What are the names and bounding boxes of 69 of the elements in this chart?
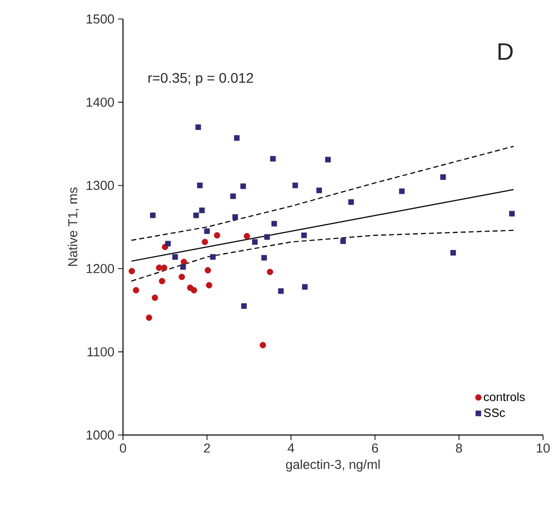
y-tick-label: 1200 <box>86 264 114 274</box>
point <box>264 234 270 240</box>
point <box>195 124 201 130</box>
point <box>204 228 210 234</box>
point <box>301 232 307 238</box>
line-series <box>130 146 514 241</box>
point <box>190 287 198 294</box>
point <box>202 238 208 246</box>
x-tick-label: 4 <box>288 444 294 452</box>
point <box>240 183 246 190</box>
point <box>180 258 188 266</box>
point <box>270 156 276 162</box>
point <box>278 288 284 294</box>
point <box>146 314 152 321</box>
point <box>178 274 185 280</box>
legend-label: SSc <box>484 408 505 417</box>
y-tick-label: 1100 <box>88 347 114 356</box>
point <box>241 303 247 309</box>
y-tick-label: 1400 <box>86 98 114 107</box>
point <box>132 287 140 294</box>
point <box>440 174 446 180</box>
point <box>180 264 186 270</box>
point <box>450 250 456 256</box>
y-tick-label: 1500 <box>86 14 114 24</box>
annotation: r=0.35; p = 0.012 <box>148 72 254 86</box>
point <box>172 254 178 260</box>
legend-label: controls <box>484 392 525 402</box>
y-tick-label: 1300 <box>86 180 114 190</box>
point <box>252 239 258 245</box>
point <box>316 188 322 194</box>
point <box>214 232 220 239</box>
point <box>165 240 171 246</box>
y-tick-label: 1000 <box>86 430 114 440</box>
x-axis-title: galectin-3, ng/ml <box>286 460 380 472</box>
line-series <box>130 230 514 282</box>
point <box>206 282 212 288</box>
point <box>128 268 136 274</box>
point <box>150 212 156 218</box>
y-axis-title: Native T1, ms <box>68 188 79 266</box>
point <box>325 156 331 162</box>
point <box>210 254 216 260</box>
x-tick-label: 8 <box>456 443 462 453</box>
point <box>271 220 277 226</box>
x-tick-label: 0 <box>120 443 126 453</box>
point <box>199 208 205 214</box>
point <box>232 214 238 220</box>
x-tick-label: 10 <box>536 443 550 453</box>
point <box>197 182 203 188</box>
point <box>193 212 199 218</box>
point <box>158 278 166 284</box>
point <box>340 238 346 244</box>
point <box>244 232 250 240</box>
point <box>292 182 298 188</box>
point <box>230 193 236 200</box>
point <box>160 264 168 271</box>
x-tick-label: 2 <box>204 443 210 453</box>
point <box>509 210 515 216</box>
point <box>399 188 405 194</box>
point <box>234 135 240 141</box>
annotation: D <box>498 43 513 60</box>
point <box>261 254 267 261</box>
point <box>204 267 212 274</box>
point <box>266 268 274 276</box>
point <box>156 264 162 271</box>
point <box>302 284 308 290</box>
point <box>260 342 266 348</box>
point <box>152 294 158 301</box>
x-tick-label: 6 <box>372 443 378 453</box>
point <box>348 199 354 205</box>
